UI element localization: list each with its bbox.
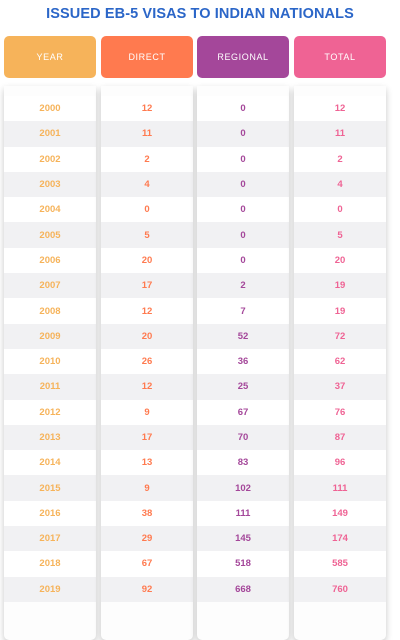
year-cell: 2012	[4, 399, 96, 425]
regional-cell: 0	[197, 197, 289, 223]
regional-column-body: 0 0 0 0 0 0 0 2 7 52 36 25 67 70 83 102 111 145 518 668	[197, 86, 289, 640]
year-cell: 2008	[4, 298, 96, 324]
total-cell: 174	[294, 526, 386, 552]
regional-header: REGIONAL	[197, 36, 289, 78]
year-cell: 2000	[4, 96, 96, 122]
regional-cells: 0 0 0 0 0 0 0 2 7 52 36 25 67 70 83 102 111 145 518 668	[197, 96, 289, 602]
regional-cell: 111	[197, 500, 289, 527]
regional-cell: 0	[197, 222, 289, 248]
direct-cell: 0	[101, 197, 193, 223]
year-cell: 2013	[4, 424, 96, 451]
year-cell: 2003	[4, 171, 96, 198]
total-cell: 2	[294, 146, 386, 172]
direct-cell: 17	[101, 273, 193, 299]
total-column-body: 12 11 2 4 0 5 20 19 19 72 62 37 76 87 96 111 149 174 585 76…	[294, 86, 386, 640]
regional-cell: 0	[197, 121, 289, 147]
direct-cell: 5	[101, 222, 193, 248]
regional-cell: 67	[197, 399, 289, 425]
regional-cell: 36	[197, 348, 289, 375]
regional-cell: 7	[197, 298, 289, 324]
year-cell: 2004	[4, 197, 96, 223]
total-cell: 72	[294, 323, 386, 349]
total-cell: 37	[294, 374, 386, 400]
regional-cell: 0	[197, 171, 289, 198]
year-cell: 2017	[4, 526, 96, 552]
year-cell: 2015	[4, 475, 96, 501]
regional-cell: 52	[197, 323, 289, 349]
year-cell: 2001	[4, 121, 96, 147]
total-cell: 11	[294, 121, 386, 147]
year-header: YEAR	[4, 36, 96, 78]
regional-cell: 0	[197, 247, 289, 274]
regional-cell: 102	[197, 475, 289, 501]
direct-cell: 2	[101, 146, 193, 172]
direct-cell: 92	[101, 576, 193, 602]
regional-cell: 518	[197, 551, 289, 577]
year-cell: 2016	[4, 500, 96, 527]
direct-cells: 12 11 2 4 0 5 20 17 12 20 26 12 9 17 13 9 38 29 67 92	[101, 96, 193, 602]
direct-cell: 9	[101, 399, 193, 425]
direct-cell: 20	[101, 323, 193, 349]
year-cell: 2019	[4, 576, 96, 602]
total-cell: 0	[294, 197, 386, 223]
direct-cell: 20	[101, 247, 193, 274]
year-cell: 2006	[4, 247, 96, 274]
regional-cell: 0	[197, 146, 289, 172]
total-cell: 76	[294, 399, 386, 425]
direct-cell: 29	[101, 526, 193, 552]
year-cell: 2002	[4, 146, 96, 172]
year-cell: 2014	[4, 450, 96, 476]
direct-cell: 12	[101, 374, 193, 400]
regional-cell: 25	[197, 374, 289, 400]
total-cell: 96	[294, 450, 386, 476]
total-cell: 149	[294, 500, 386, 527]
year-cells: 2000 2001 2002 2003 2004 2005 2006 2007 2008 2009…	[4, 96, 96, 602]
total-cell: 12	[294, 96, 386, 122]
total-cells: 12 11 2 4 0 5 20 19 19 72 62 37 76 87 96 111 149 174 585 76…	[294, 96, 386, 602]
total-cell: 87	[294, 424, 386, 451]
total-cell: 4	[294, 171, 386, 198]
regional-cell: 83	[197, 450, 289, 476]
direct-cell: 9	[101, 475, 193, 501]
total-cell: 5	[294, 222, 386, 248]
regional-cell: 0	[197, 96, 289, 122]
year-cell: 2011	[4, 374, 96, 400]
total-cell: 760	[294, 576, 386, 602]
direct-cell: 26	[101, 348, 193, 375]
direct-cell: 4	[101, 171, 193, 198]
direct-column-body: 12 11 2 4 0 5 20 17 12 20 26 12 9 17 13 9 38 29 67 92	[101, 86, 193, 640]
total-cell: 62	[294, 348, 386, 375]
regional-cell: 70	[197, 424, 289, 451]
total-cell: 19	[294, 298, 386, 324]
direct-cell: 17	[101, 424, 193, 451]
regional-cell: 2	[197, 273, 289, 299]
total-cell: 585	[294, 551, 386, 577]
direct-cell: 38	[101, 500, 193, 527]
year-cell: 2009	[4, 323, 96, 349]
total-header: TOTAL	[294, 36, 386, 78]
direct-cell: 11	[101, 121, 193, 147]
total-cell: 111	[294, 475, 386, 501]
regional-cell: 668	[197, 576, 289, 602]
year-cell: 2010	[4, 348, 96, 375]
regional-cell: 145	[197, 526, 289, 552]
direct-cell: 67	[101, 551, 193, 577]
direct-cell: 12	[101, 298, 193, 324]
total-cell: 20	[294, 247, 386, 274]
direct-cell: 13	[101, 450, 193, 476]
direct-header: DIRECT	[101, 36, 193, 78]
year-column-body: 2000 2001 2002 2003 2004 2005 2006 2007 2008 2009…	[4, 86, 96, 640]
direct-cell: 12	[101, 96, 193, 122]
year-cell: 2007	[4, 273, 96, 299]
year-cell: 2005	[4, 222, 96, 248]
page-title: ISSUED EB-5 VISAS TO INDIAN NATIONALS	[46, 6, 354, 22]
year-cell: 2018	[4, 551, 96, 577]
total-cell: 19	[294, 273, 386, 299]
